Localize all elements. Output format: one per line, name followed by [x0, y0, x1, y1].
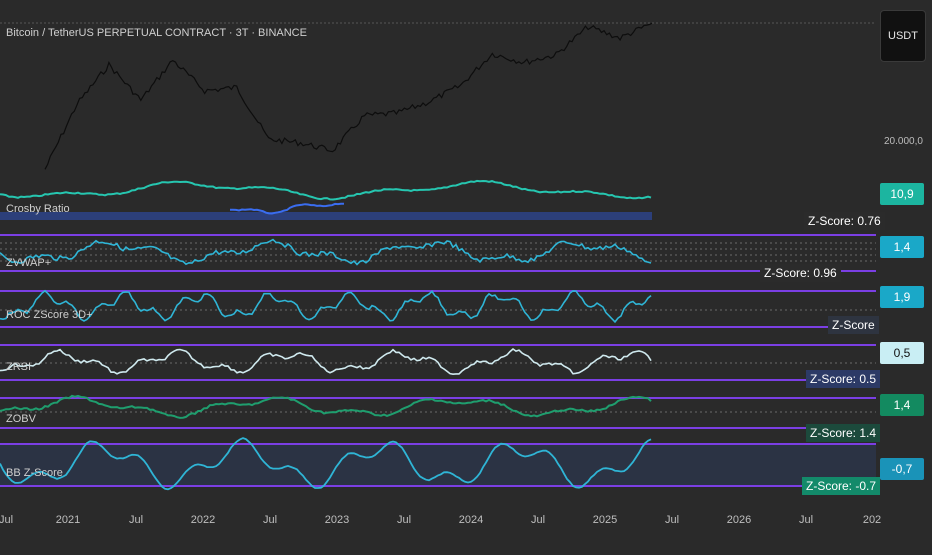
zvwap-line [0, 238, 652, 266]
indicator-label-roc: ROC ZScore 3D+ [6, 309, 93, 321]
roc-line [0, 289, 652, 324]
value-badge-bb: -0,7 [880, 458, 924, 480]
x-tick: 2025 [592, 514, 618, 526]
x-tick: Jul [798, 514, 814, 526]
indicator-label-bb: BB Z-Score [6, 467, 63, 479]
bb-line [0, 437, 652, 491]
zscore-label-crosby: Z-Score: 0.76 [804, 212, 885, 230]
bb-band [0, 444, 876, 486]
x-tick: Jul [0, 514, 14, 526]
zscore-label-bb: Z-Score: -0.7 [802, 477, 881, 495]
price-line [44, 22, 653, 170]
zscore-label-zvwap: Z-Score: 0.96 [760, 264, 841, 282]
crosby-line [0, 179, 652, 201]
x-tick: 202 [862, 514, 882, 526]
crosby-band [0, 212, 652, 220]
zobv-line [0, 394, 652, 419]
x-tick: Jul [664, 514, 680, 526]
zscore-label-roc: Z-Score [828, 316, 879, 334]
indicator-label-crosby: Crosby Ratio [6, 203, 70, 215]
price-axis-tick: 20.000,0 [884, 136, 923, 147]
x-tick: Jul [530, 514, 546, 526]
value-badge-zobv: 1,4 [880, 394, 924, 416]
value-badge-crosby: 10,9 [880, 183, 924, 205]
x-tick: 2021 [55, 514, 81, 526]
indicator-label-zrsi: ZRSI [6, 361, 32, 373]
x-tick: Jul [396, 514, 412, 526]
x-tick: 2026 [726, 514, 752, 526]
zscore-label-zrsi: Z-Score: 0.5 [806, 370, 881, 388]
value-badge-zrsi: 0,5 [880, 342, 924, 364]
x-tick: 2023 [324, 514, 350, 526]
chart-title: Bitcoin / TetherUS PERPETUAL CONTRACT · … [6, 27, 307, 39]
currency-button[interactable]: USDT [880, 10, 926, 62]
value-badge-roc: 1,9 [880, 286, 924, 308]
indicator-label-zobv: ZOBV [6, 413, 36, 425]
x-tick: Jul [262, 514, 278, 526]
crosby-dip-line [230, 202, 345, 215]
x-tick: 2024 [458, 514, 484, 526]
zscore-label-zobv: Z-Score: 1.4 [806, 424, 881, 442]
value-badge-zvwap: 1,4 [880, 236, 924, 258]
indicator-label-zvwap: ZVWAP+ [6, 257, 52, 269]
x-tick: Jul [128, 514, 144, 526]
x-tick: 2022 [190, 514, 216, 526]
zrsi-line [0, 347, 652, 376]
